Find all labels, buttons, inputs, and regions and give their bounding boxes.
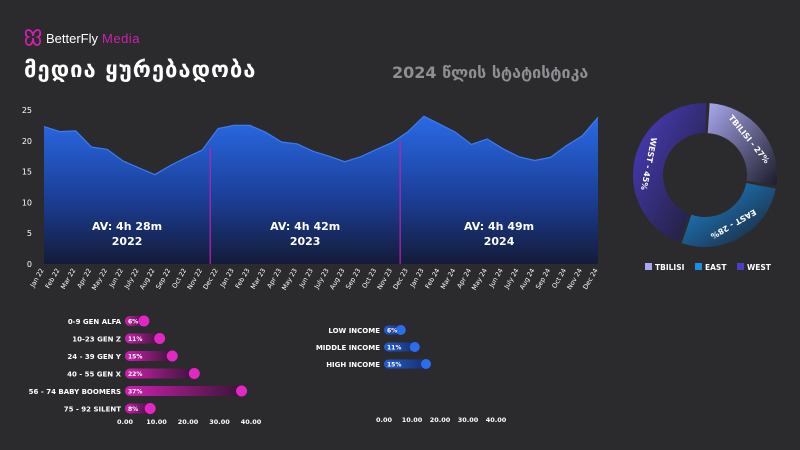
bar-category-label: 40 - 55 GEN X bbox=[67, 371, 122, 379]
bar-category-label: HIGH INCOME bbox=[326, 361, 380, 369]
bar-end-dot bbox=[236, 385, 248, 397]
bar bbox=[125, 368, 195, 379]
bar-end-dot bbox=[395, 325, 406, 335]
donut-slice bbox=[633, 103, 707, 242]
brand-logo: BetterFly Media bbox=[24, 28, 140, 48]
year-label: 2024 bbox=[484, 235, 515, 248]
x-tick-label: 10.00 bbox=[146, 418, 167, 426]
income-bar-chart: LOW INCOME 6% MIDDLE INCOME 11% HIGH INCOME 1… bbox=[316, 325, 507, 424]
y-tick-label: 15 bbox=[22, 168, 32, 177]
butterfly-logo-icon bbox=[24, 29, 42, 46]
bar-value-label: 6% bbox=[128, 319, 138, 326]
x-tick-label: Mar 22 bbox=[59, 267, 77, 291]
y-tick-label: 10 bbox=[22, 198, 32, 207]
x-tick-label: Mar 23 bbox=[249, 267, 267, 291]
donut-slice bbox=[681, 182, 776, 248]
bar bbox=[125, 333, 160, 344]
bar-end-dot bbox=[188, 368, 200, 379]
x-tick-label: Mar 24 bbox=[439, 267, 457, 291]
x-tick-label: Sep 22 bbox=[154, 267, 172, 291]
average-label: AV: 4h 28m bbox=[92, 220, 162, 233]
average-label: AV: 4h 42m bbox=[270, 220, 340, 233]
bar-value-label: 11% bbox=[387, 345, 401, 352]
x-tick-label: May 22 bbox=[90, 267, 109, 292]
y-tick-label: 25 bbox=[22, 106, 32, 115]
brand-name: BetterFly bbox=[46, 30, 99, 46]
brand-accent: Media bbox=[102, 30, 140, 46]
bar-end-dot bbox=[409, 342, 420, 352]
x-tick-label: 0.00 bbox=[376, 416, 393, 424]
page-subtitle: 2024 წლის სტატისტიკა bbox=[392, 63, 589, 82]
bar-value-label: 37% bbox=[128, 389, 142, 396]
legend-label: WEST bbox=[747, 263, 772, 272]
x-tick-label: 0.00 bbox=[117, 418, 134, 426]
bar-end-dot bbox=[154, 333, 166, 344]
bar-value-label: 15% bbox=[387, 362, 401, 369]
bar bbox=[125, 403, 151, 414]
year-label: 2023 bbox=[290, 235, 321, 248]
bar-value-label: 22% bbox=[128, 371, 142, 378]
bar-category-label: 75 - 92 SILENT bbox=[64, 406, 121, 414]
x-tick-label: 10.00 bbox=[402, 416, 423, 424]
x-tick-label: 40.00 bbox=[486, 416, 507, 424]
y-tick-label: 5 bbox=[27, 229, 32, 238]
x-tick-label: Sep 24 bbox=[534, 267, 552, 291]
legend-swatch bbox=[695, 263, 702, 270]
bar bbox=[125, 386, 242, 396]
bar-category-label: LOW INCOME bbox=[328, 327, 380, 335]
legend-swatch bbox=[645, 263, 652, 270]
x-tick-label: Dec 23 bbox=[391, 267, 409, 291]
bar-end-dot bbox=[166, 350, 178, 362]
x-tick-label: 20.00 bbox=[178, 418, 199, 426]
bar-category-label: 0-9 GEN ALFA bbox=[68, 318, 122, 326]
bar-value-label: 8% bbox=[128, 406, 138, 413]
bar bbox=[125, 351, 173, 361]
x-tick-label: May 23 bbox=[280, 267, 299, 292]
y-tick-label: 0 bbox=[27, 260, 32, 269]
monthly-area-chart: 0 5 10 15 20 25 AV: 4h 28m 2022 AV: 4h 42m 2023 AV… bbox=[22, 106, 600, 292]
bar bbox=[384, 359, 426, 369]
x-tick-label: 40.00 bbox=[241, 418, 262, 426]
year-label: 2022 bbox=[112, 235, 143, 248]
age-bar-chart: 0-9 GEN ALFA 6% 10-23 GEN Z 11% 24 - 39 GEN … bbox=[29, 315, 262, 426]
x-tick-label: Sep 23 bbox=[344, 267, 362, 291]
donut-slice bbox=[707, 103, 777, 186]
series-area bbox=[44, 116, 598, 264]
region-donut-chart: TBILISI - 27%EAST - 28%WEST - 45%TBILISI… bbox=[633, 103, 777, 272]
x-tick-label: 30.00 bbox=[458, 416, 479, 424]
x-tick-label: Dec 22 bbox=[201, 267, 219, 291]
legend-swatch bbox=[737, 263, 744, 270]
y-tick-label: 20 bbox=[22, 137, 32, 146]
bar-value-label: 6% bbox=[387, 328, 397, 335]
bar-value-label: 15% bbox=[128, 354, 142, 361]
bar-end-dot bbox=[138, 315, 150, 327]
bar-category-label: 10-23 GEN Z bbox=[72, 336, 121, 344]
bar-category-label: MIDDLE INCOME bbox=[316, 344, 380, 352]
bar-value-label: 11% bbox=[128, 336, 142, 343]
series-line bbox=[43, 115, 599, 176]
page-title: მედია ყურებადობა bbox=[24, 58, 257, 83]
bar-end-dot bbox=[421, 359, 431, 369]
x-tick-label: Dec 24 bbox=[581, 267, 599, 291]
bar-category-label: 24 - 39 GEN Y bbox=[67, 353, 122, 361]
bar-end-dot bbox=[144, 403, 156, 414]
legend-label: TBILISI bbox=[655, 263, 685, 272]
x-tick-label: 30.00 bbox=[209, 418, 230, 426]
bar-category-label: 56 - 74 BABY BOOMERS bbox=[29, 388, 121, 396]
x-tick-label: 20.00 bbox=[430, 416, 451, 424]
legend-label: EAST bbox=[705, 263, 727, 272]
average-label: AV: 4h 49m bbox=[464, 220, 534, 233]
x-tick-label: May 24 bbox=[470, 267, 489, 292]
bar bbox=[384, 342, 415, 352]
